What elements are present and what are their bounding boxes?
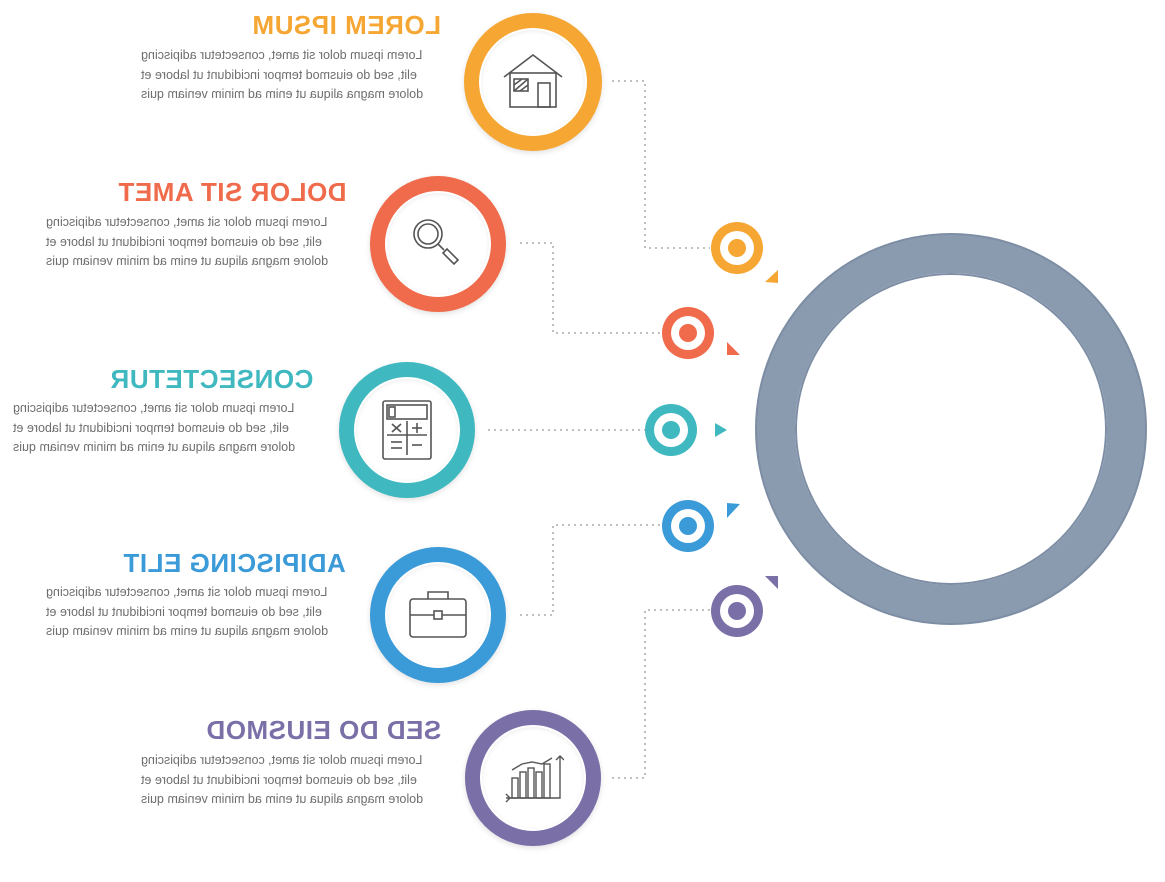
connector-2	[520, 242, 662, 334]
arrow-4	[727, 503, 740, 518]
step-dot-1	[711, 222, 763, 274]
step-title-2: DOLOR SIT AMET	[117, 177, 346, 207]
arrow-2	[727, 342, 740, 355]
step-dot-4	[662, 500, 714, 552]
connector-4	[520, 524, 662, 616]
connector-5	[612, 609, 710, 779]
step-text-3: Lorem ipsum dolor sit amet, consectetur …	[13, 401, 296, 454]
step-title-3: CONSECTETUR	[109, 364, 313, 394]
step-dot-3	[645, 404, 697, 456]
step-text-4: Lorem ipsum dolor sit amet, consectetur …	[46, 585, 329, 638]
step-text-1: Lorem ipsum dolor sit amet, consectetur …	[141, 48, 424, 101]
step-ring-1	[464, 13, 602, 151]
house-icon	[503, 53, 563, 108]
step-dot-2	[662, 307, 714, 359]
magnifier-icon	[413, 219, 460, 266]
step-ring-4	[370, 547, 506, 683]
step-text-5: Lorem ipsum dolor sit amet, consectetur …	[141, 753, 424, 806]
step-ring-5	[465, 710, 601, 846]
bar-chart-icon	[505, 755, 564, 803]
arrow-5	[765, 576, 778, 589]
step-title-1: LOREM IPSUM	[252, 10, 441, 40]
step-title-5: SED DO EIUSMOD	[205, 715, 441, 745]
step-dot-5	[711, 585, 763, 637]
calculator-icon	[382, 400, 432, 460]
hub-ring	[757, 235, 1145, 623]
step-ring-2	[370, 176, 506, 312]
briefcase-icon	[409, 591, 467, 638]
connector-1	[612, 80, 710, 249]
step-title-4: ADIPISCING ELIT	[123, 548, 346, 578]
step-ring-3	[339, 362, 475, 498]
step-text-2: Lorem ipsum dolor sit amet, consectetur …	[46, 215, 329, 268]
arrow-1	[765, 270, 778, 283]
arrow-3	[715, 423, 727, 437]
